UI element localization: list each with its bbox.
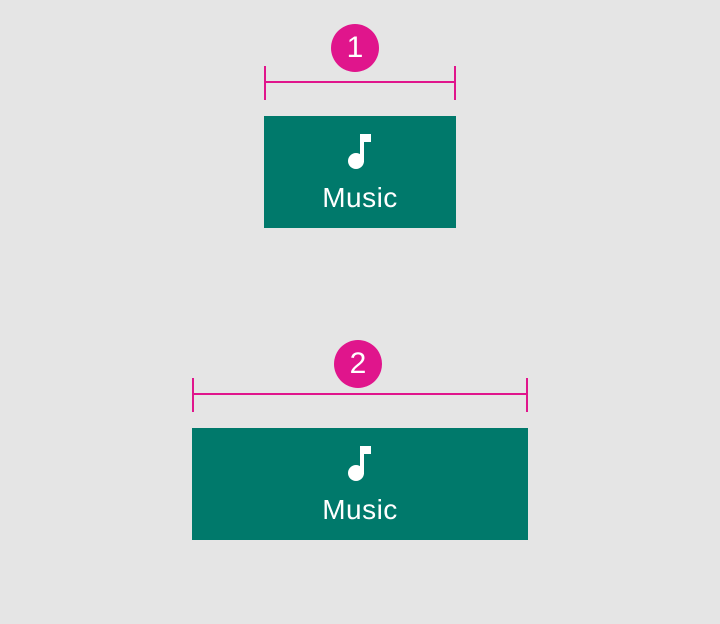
dimension-tick-left	[264, 66, 266, 100]
dimension-tick-right	[526, 378, 528, 412]
music-note-icon	[348, 446, 371, 481]
dimension-tick-right	[454, 66, 456, 100]
callout-badge-1: 1	[331, 24, 379, 72]
callout-badge-2: 2	[334, 340, 382, 388]
music-tab-compact[interactable]: Music	[264, 116, 456, 228]
tab-label: Music	[322, 494, 398, 525]
dimension-line	[264, 81, 456, 83]
dimension-line	[192, 393, 528, 395]
dimension-tick-left	[192, 378, 194, 412]
width-indicator-1	[264, 66, 456, 100]
tab-label: Music	[322, 182, 398, 213]
music-note-icon	[348, 134, 371, 169]
width-indicator-2	[192, 378, 528, 412]
music-tab-wide[interactable]: Music	[192, 428, 528, 540]
